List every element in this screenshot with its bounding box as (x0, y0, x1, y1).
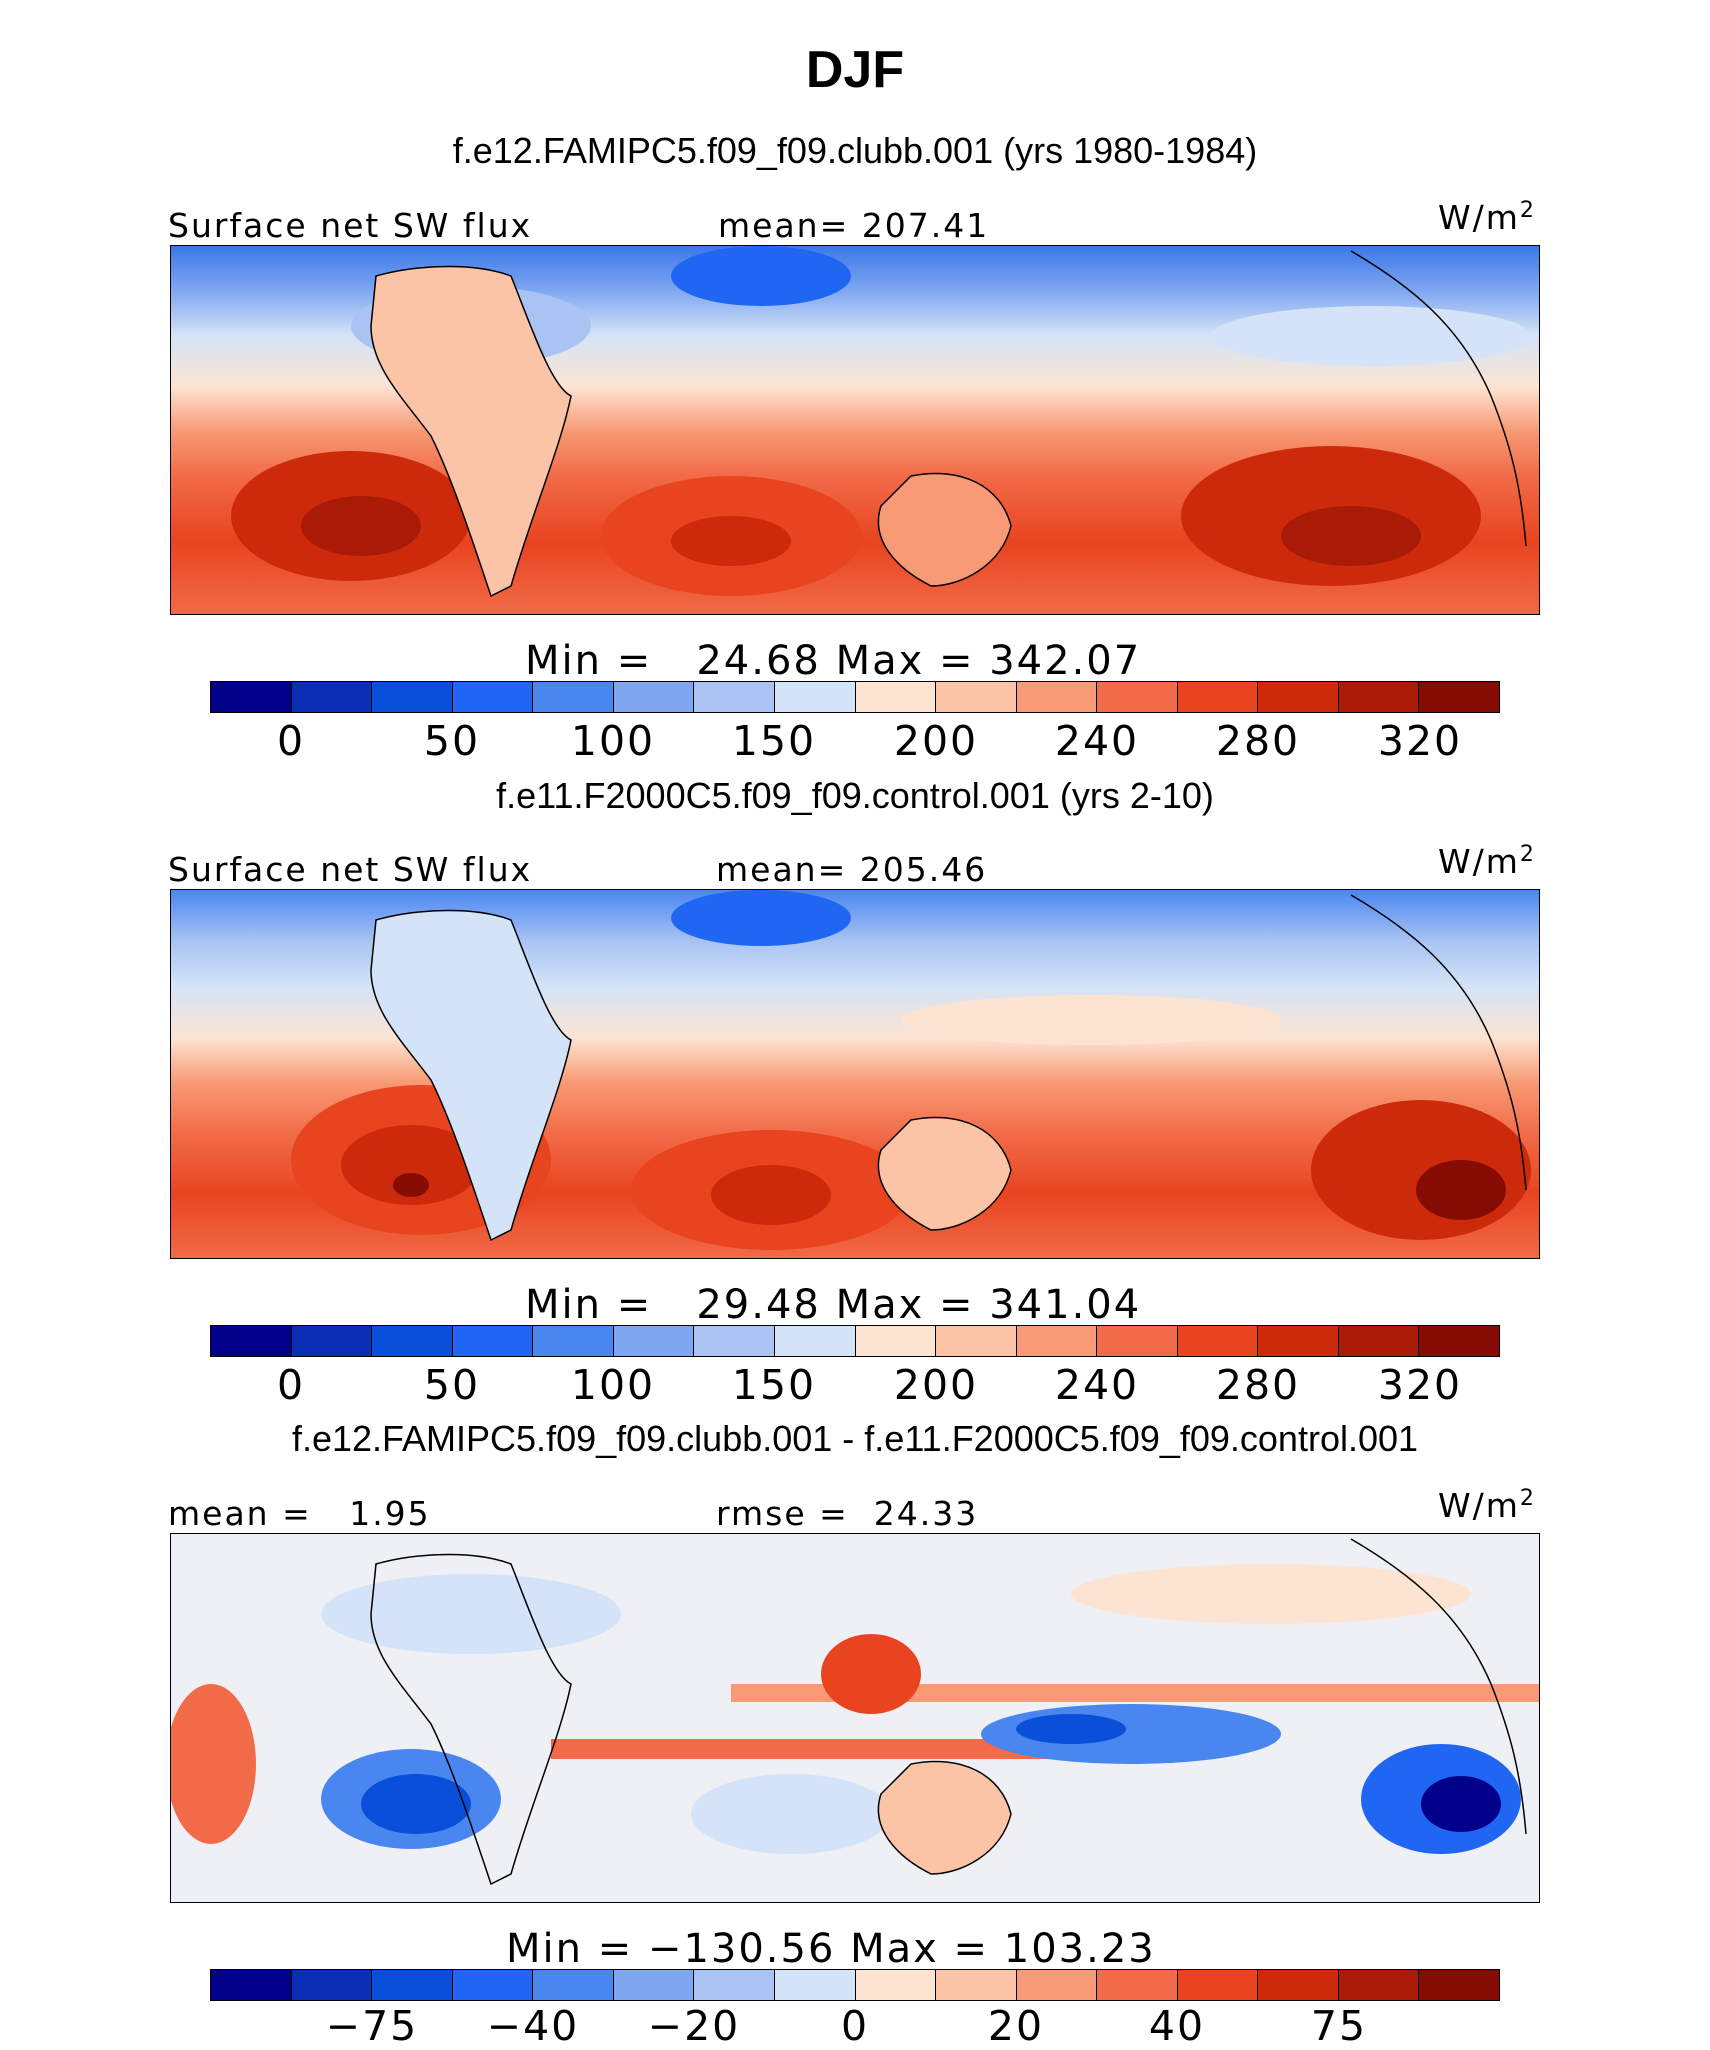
colorbar-tick-label: 150 (731, 1361, 817, 1409)
colorbar-swatch (211, 1326, 292, 1356)
colorbar-tick-label: 0 (840, 2002, 870, 2050)
colorbar-swatch (1097, 682, 1178, 712)
panel3-mean-label: mean = 1.95 (168, 1494, 431, 1533)
colorbar-swatch (1177, 1970, 1259, 2000)
colorbar-swatch (291, 1326, 373, 1356)
colorbar-swatch (1419, 682, 1499, 712)
colorbar-swatch (533, 1970, 614, 2000)
panel2-colorbar (210, 1325, 1500, 1357)
panel2-case-title: f.e11.F2000C5.f09_f09.control.001 (yrs 2… (496, 775, 1214, 816)
colorbar-tick-label: 280 (1215, 717, 1301, 765)
colorbar-tick-label: 280 (1215, 1361, 1301, 1409)
colorbar-tick-label: −75 (325, 2002, 419, 2050)
colorbar-tick-label: 150 (731, 717, 817, 765)
colorbar-tick-label: 50 (423, 1361, 481, 1409)
panel3-colorbar (210, 1969, 1500, 2001)
panel3-rmse-label: rmse = 24.33 (716, 1494, 979, 1533)
colorbar-tick-label: 320 (1377, 717, 1463, 765)
panel1-case-title: f.e12.FAMIPC5.f09_f09.clubb.001 (yrs 198… (452, 130, 1258, 171)
colorbar-swatch (1177, 1326, 1259, 1356)
colorbar-swatch (1258, 1970, 1339, 2000)
colorbar-swatch (936, 1970, 1017, 2000)
panel1-map (170, 245, 1540, 615)
colorbar-swatch (613, 1326, 695, 1356)
colorbar-tick-label: −40 (486, 2002, 580, 2050)
colorbar-swatch (1258, 682, 1339, 712)
panel2-map (170, 889, 1540, 1259)
colorbar-tick-label: 75 (1310, 2002, 1368, 2050)
panel2-minmax: Min = 29.48 Max = 341.04 (525, 1282, 1142, 1328)
colorbar-swatch (774, 1326, 856, 1356)
colorbar-swatch (452, 1326, 534, 1356)
panel2-field-label: Surface net SW flux (168, 850, 533, 889)
panel1-minmax: Min = 24.68 Max = 342.07 (525, 638, 1142, 684)
colorbar-swatch (533, 1326, 614, 1356)
colorbar-swatch (211, 682, 292, 712)
colorbar-swatch (855, 1326, 937, 1356)
colorbar-swatch (372, 1970, 453, 2000)
colorbar-swatch (1016, 682, 1098, 712)
colorbar-swatch (291, 682, 373, 712)
colorbar-swatch (774, 682, 856, 712)
colorbar-swatch (372, 682, 453, 712)
colorbar-swatch (936, 682, 1017, 712)
colorbar-swatch (291, 1970, 373, 2000)
colorbar-swatch (855, 1970, 937, 2000)
colorbar-tick-label: −20 (647, 2002, 741, 2050)
colorbar-tick-label: 100 (570, 717, 656, 765)
colorbar-swatch (1016, 1326, 1098, 1356)
colorbar-tick-label: 20 (987, 2002, 1045, 2050)
colorbar-swatch (1419, 1326, 1499, 1356)
panel1-colorbar (210, 681, 1500, 713)
colorbar-swatch (613, 682, 695, 712)
colorbar-swatch (1016, 1970, 1098, 2000)
colorbar-swatch (936, 1326, 1017, 1356)
panel2-mean-label: mean= 205.46 (716, 850, 988, 889)
panel1-mean-label: mean= 207.41 (718, 206, 990, 245)
colorbar-swatch (1338, 682, 1420, 712)
colorbar-swatch (533, 682, 614, 712)
panel3-case-title: f.e12.FAMIPC5.f09_f09.clubb.001 - f.e11.… (291, 1418, 1419, 1459)
colorbar-swatch (1097, 1970, 1178, 2000)
colorbar-tick-label: 0 (276, 717, 306, 765)
colorbar-swatch (452, 1970, 534, 2000)
colorbar-swatch (694, 682, 775, 712)
colorbar-swatch (211, 1970, 292, 2000)
panel2-units-label: W/m2 (1438, 842, 1536, 881)
panel1-units-label: W/m2 (1438, 198, 1536, 237)
colorbar-swatch (1177, 682, 1259, 712)
colorbar-swatch (372, 1326, 453, 1356)
colorbar-tick-label: 0 (276, 1361, 306, 1409)
colorbar-swatch (1338, 1970, 1420, 2000)
colorbar-swatch (694, 1326, 775, 1356)
colorbar-tick-label: 240 (1054, 717, 1140, 765)
colorbar-swatch (774, 1970, 856, 2000)
panel3-units-label: W/m2 (1438, 1486, 1536, 1525)
panel3-map (170, 1533, 1540, 1903)
colorbar-swatch (1258, 1326, 1339, 1356)
colorbar-swatch (694, 1970, 775, 2000)
colorbar-tick-label: 200 (893, 717, 979, 765)
colorbar-swatch (855, 682, 937, 712)
colorbar-swatch (1419, 1970, 1499, 2000)
panel1-field-label: Surface net SW flux (168, 206, 533, 245)
colorbar-tick-label: 240 (1054, 1361, 1140, 1409)
colorbar-swatch (613, 1970, 695, 2000)
colorbar-tick-label: 320 (1377, 1361, 1463, 1409)
colorbar-tick-label: 40 (1148, 2002, 1206, 2050)
figure-title: DJF (805, 41, 905, 99)
colorbar-swatch (1097, 1326, 1178, 1356)
panel3-minmax: Min = −130.56 Max = 103.23 (506, 1926, 1156, 1972)
colorbar-tick-label: 100 (570, 1361, 656, 1409)
colorbar-tick-label: 200 (893, 1361, 979, 1409)
colorbar-swatch (452, 682, 534, 712)
colorbar-tick-label: 50 (423, 717, 481, 765)
colorbar-swatch (1338, 1326, 1420, 1356)
